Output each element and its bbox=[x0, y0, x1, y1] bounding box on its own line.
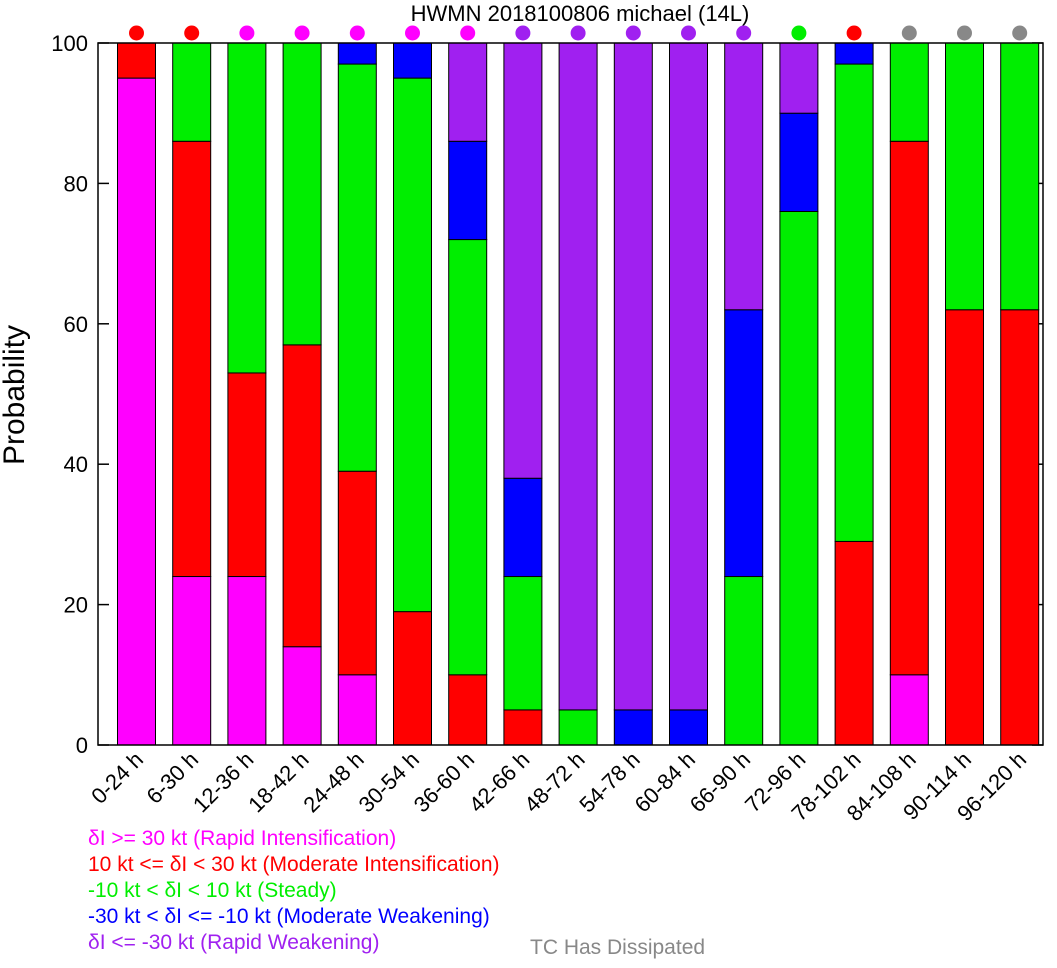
status-dot bbox=[405, 25, 420, 41]
status-dot bbox=[294, 25, 310, 41]
bar-segment-st bbox=[282, 42, 322, 346]
bar-segment-mw bbox=[503, 477, 543, 578]
bar-segment-ri bbox=[337, 674, 377, 746]
bar-segment-st bbox=[779, 210, 819, 746]
plot-frame bbox=[97, 42, 1044, 746]
status-dot bbox=[570, 25, 586, 41]
status-dot bbox=[239, 25, 255, 41]
bar-segment-mw bbox=[724, 309, 764, 578]
bar-segment-mi bbox=[172, 140, 212, 578]
x-tick-label: 24-48 h bbox=[298, 747, 368, 817]
bar-segment-st bbox=[227, 42, 267, 374]
x-tick-label: 36-60 h bbox=[409, 747, 479, 817]
bar-segment-st bbox=[889, 42, 929, 142]
legend-item-dissipated: TC Has Dissipated bbox=[530, 936, 706, 959]
bar-segment-st bbox=[337, 63, 377, 472]
bar-segment-ri bbox=[227, 576, 267, 746]
bar-segment-st bbox=[448, 239, 488, 676]
y-tick-label: 100 bbox=[51, 31, 88, 56]
bar-segment-st bbox=[503, 576, 543, 711]
bar-segment-st bbox=[172, 42, 212, 142]
bar-segment-mi bbox=[282, 344, 322, 648]
status-dot bbox=[736, 25, 752, 41]
bar-segment-rw bbox=[448, 42, 488, 142]
bar-segment-mi bbox=[1000, 309, 1040, 746]
bar-segment-st bbox=[834, 63, 874, 542]
status-dot bbox=[129, 25, 144, 41]
bar-segment-mi bbox=[834, 540, 874, 746]
bar-segment-mw bbox=[613, 709, 653, 746]
legend-item-steady: -10 kt < δI < 10 kt (Steady) bbox=[88, 879, 337, 902]
x-tick-label: 66-90 h bbox=[685, 747, 755, 817]
status-dot bbox=[681, 25, 696, 41]
x-tick-label: 54-78 h bbox=[574, 747, 644, 817]
bar-segment-st bbox=[558, 709, 598, 746]
bar-segment-mi bbox=[503, 709, 543, 746]
legend-item-moderate-intensification: 10 kt <= δI < 30 kt (Moderate Intensific… bbox=[88, 853, 500, 876]
y-tick-label: 40 bbox=[64, 452, 88, 477]
bar-segment-mi bbox=[448, 674, 488, 746]
stacked-bar-chart: HWMN 2018100806 michael (14L) Probabilit… bbox=[0, 1, 1044, 826]
status-dot bbox=[625, 25, 641, 41]
x-tick-label: 18-42 h bbox=[243, 747, 313, 817]
chart-title: HWMN 2018100806 michael (14L) bbox=[411, 1, 750, 26]
legend-item-moderate-weakening: -30 kt < δI <= -10 kt (Moderate Weakenin… bbox=[88, 905, 490, 928]
bar-segment-rw bbox=[724, 42, 764, 311]
status-dot bbox=[349, 25, 365, 41]
bar-segment-mi bbox=[117, 42, 156, 79]
legend: δI >= 30 kt (Rapid Intensification) 10 k… bbox=[88, 826, 500, 956]
bar-segment-mi bbox=[227, 372, 267, 578]
bar-segment-st bbox=[945, 42, 984, 311]
legend-item-rapid-intensification: δI >= 30 kt (Rapid Intensification) bbox=[88, 827, 397, 850]
bar-segment-mw bbox=[393, 42, 432, 79]
bar-segment-st bbox=[393, 77, 432, 613]
bar-segment-rw bbox=[503, 42, 543, 479]
y-tick-label: 20 bbox=[64, 593, 88, 618]
x-tick-label: 30-54 h bbox=[354, 747, 424, 817]
y-tick-label: 60 bbox=[64, 312, 88, 337]
bar-segment-ri bbox=[282, 646, 322, 746]
bar-segment-mi bbox=[393, 611, 432, 746]
y-tick-label: 0 bbox=[76, 733, 88, 758]
status-dot bbox=[846, 25, 862, 41]
bar-segment-ri bbox=[117, 77, 156, 746]
status-dot bbox=[901, 25, 917, 41]
bar-segment-rw bbox=[669, 42, 708, 711]
bar-segment-mw bbox=[834, 42, 874, 65]
x-tick-label: 48-72 h bbox=[519, 747, 589, 817]
bar-segment-ri bbox=[889, 674, 929, 746]
x-tick-label: 60-84 h bbox=[630, 747, 700, 817]
bar-segment-mw bbox=[779, 112, 819, 212]
bar-segment-mw bbox=[448, 140, 488, 241]
bar-segment-mw bbox=[669, 709, 708, 746]
x-tick-label: 42-66 h bbox=[464, 747, 534, 817]
bar-segment-mi bbox=[337, 470, 377, 676]
status-dot bbox=[957, 25, 972, 41]
bar-segment-rw bbox=[558, 42, 598, 711]
y-tick-label: 80 bbox=[64, 171, 88, 196]
status-dot bbox=[791, 25, 807, 41]
status-dot bbox=[1012, 25, 1028, 41]
bar-segment-ri bbox=[172, 576, 212, 746]
bar-segment-mi bbox=[889, 140, 929, 676]
bar-segment-mw bbox=[337, 42, 377, 65]
bar-segment-st bbox=[724, 576, 764, 746]
x-tick-label: 0-24 h bbox=[86, 747, 148, 809]
y-axis-label: Probability bbox=[0, 325, 31, 465]
x-tick-label: 12-36 h bbox=[188, 747, 258, 817]
status-dot bbox=[184, 25, 200, 41]
bar-segment-rw bbox=[613, 42, 653, 711]
status-dot bbox=[515, 25, 531, 41]
bar-segment-mi bbox=[945, 309, 984, 746]
bar-segment-rw bbox=[779, 42, 819, 114]
bar-segment-st bbox=[1000, 42, 1040, 311]
legend-item-rapid-weakening: δI <= -30 kt (Rapid Weakening) bbox=[88, 931, 380, 954]
status-dot bbox=[460, 25, 476, 41]
